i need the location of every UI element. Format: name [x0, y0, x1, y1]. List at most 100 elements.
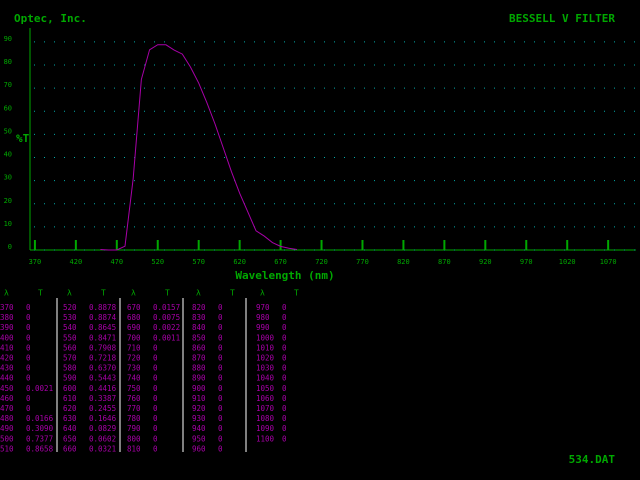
- x-tick-label: 470: [110, 258, 123, 266]
- column-header: λ: [131, 289, 136, 298]
- transmission: 0: [26, 354, 31, 363]
- wavelength: 590: [63, 374, 77, 383]
- wavelength: 960: [192, 444, 206, 453]
- transmission: 0.8874: [89, 313, 117, 322]
- wavelength: 830: [192, 313, 206, 322]
- wavelength: 430: [0, 364, 14, 373]
- column-header: T: [230, 289, 235, 298]
- x-tick-label: 820: [397, 258, 410, 266]
- x-tick-label: 720: [315, 258, 328, 266]
- transmission: 0.7218: [89, 354, 117, 363]
- x-tick-label: 970: [520, 258, 533, 266]
- y-tick-label: 90: [4, 35, 12, 43]
- wavelength: 490: [0, 424, 14, 433]
- wavelength: 1000: [256, 333, 275, 342]
- x-axis-label: Wavelength (nm): [235, 269, 334, 282]
- company: Optec, Inc.: [14, 12, 87, 25]
- x-tick-label: 520: [151, 258, 164, 266]
- transmission: 0: [26, 313, 31, 322]
- transmission: 0: [282, 323, 287, 332]
- transmission: 0: [218, 374, 223, 383]
- transmission: 0: [218, 424, 223, 433]
- transmission: 0: [282, 354, 287, 363]
- y-tick-label: 20: [4, 197, 12, 205]
- wavelength: 400: [0, 333, 14, 342]
- wavelength: 370: [0, 303, 14, 312]
- transmission: 0.3387: [89, 394, 116, 403]
- transmission: 0: [26, 303, 31, 312]
- column-header: T: [38, 289, 43, 298]
- transmission: 0: [26, 404, 31, 413]
- transmission: 0: [153, 434, 158, 443]
- transmission: 0: [282, 364, 287, 373]
- x-tick-label: 620: [233, 258, 246, 266]
- wavelength: 680: [127, 313, 141, 322]
- wavelength: 690: [127, 323, 141, 332]
- wavelength: 910: [192, 394, 206, 403]
- transmission: 0: [26, 374, 31, 383]
- wavelength: 650: [63, 434, 77, 443]
- wavelength: 550: [63, 333, 77, 342]
- wavelength: 380: [0, 313, 14, 322]
- wavelength: 880: [192, 364, 206, 373]
- wavelength: 1030: [256, 364, 275, 373]
- transmission: 0: [26, 343, 31, 352]
- wavelength: 630: [63, 414, 77, 423]
- transmission: 0: [218, 343, 223, 352]
- transmission: 0.3090: [26, 424, 54, 433]
- y-tick-label: 70: [4, 81, 12, 89]
- transmission: 0: [218, 323, 223, 332]
- y-axis-label: %T: [16, 132, 30, 145]
- transmission: 0.0157: [153, 303, 180, 312]
- transmission: 0: [153, 394, 158, 403]
- wavelength: 570: [63, 354, 77, 363]
- wavelength: 930: [192, 414, 206, 423]
- transmission: 0.8471: [89, 333, 116, 342]
- wavelength: 720: [127, 354, 141, 363]
- wavelength: 920: [192, 404, 206, 413]
- wavelength: 670: [127, 303, 141, 312]
- wavelength: 970: [256, 303, 270, 312]
- transmission: 0: [218, 394, 223, 403]
- transmission: 0: [282, 404, 287, 413]
- transmission: 0.0021: [26, 384, 53, 393]
- transmission: 0: [282, 414, 287, 423]
- transmission: 0.0166: [26, 414, 54, 423]
- x-tick-label: 420: [70, 258, 83, 266]
- filter-name: BESSELL V FILTER: [509, 12, 615, 25]
- transmission: 0: [282, 333, 287, 342]
- x-tick-label: 920: [479, 258, 492, 266]
- transmission: 0: [282, 434, 287, 443]
- transmission: 0.6370: [89, 364, 117, 373]
- transmission: 0: [218, 434, 223, 443]
- x-tick-label: 770: [356, 258, 369, 266]
- wavelength: 500: [0, 434, 14, 443]
- transmission: 0: [218, 303, 223, 312]
- wavelength: 730: [127, 364, 141, 373]
- transmission: 0: [26, 333, 31, 342]
- transmission: 0: [218, 414, 223, 423]
- wavelength: 740: [127, 374, 141, 383]
- wavelength: 800: [127, 434, 141, 443]
- transmission: 0: [218, 384, 223, 393]
- wavelength: 710: [127, 343, 141, 352]
- transmission: 0: [26, 394, 31, 403]
- transmission: 0.7908: [89, 343, 117, 352]
- transmission: 0.0011: [153, 333, 180, 342]
- x-tick-label: 670: [274, 258, 287, 266]
- wavelength: 660: [63, 444, 77, 453]
- column-header: T: [294, 289, 299, 298]
- transmission: 0: [218, 364, 223, 373]
- transmission: 0.0829: [89, 424, 116, 433]
- wavelength: 450: [0, 384, 14, 393]
- transmission: 0: [218, 444, 223, 453]
- wavelength: 1100: [256, 434, 275, 443]
- transmission: 0.5443: [89, 374, 116, 383]
- transmission: 0: [26, 323, 31, 332]
- wavelength: 560: [63, 343, 77, 352]
- wavelength: 1010: [256, 343, 275, 352]
- wavelength: 620: [63, 404, 77, 413]
- wavelength: 530: [63, 313, 77, 322]
